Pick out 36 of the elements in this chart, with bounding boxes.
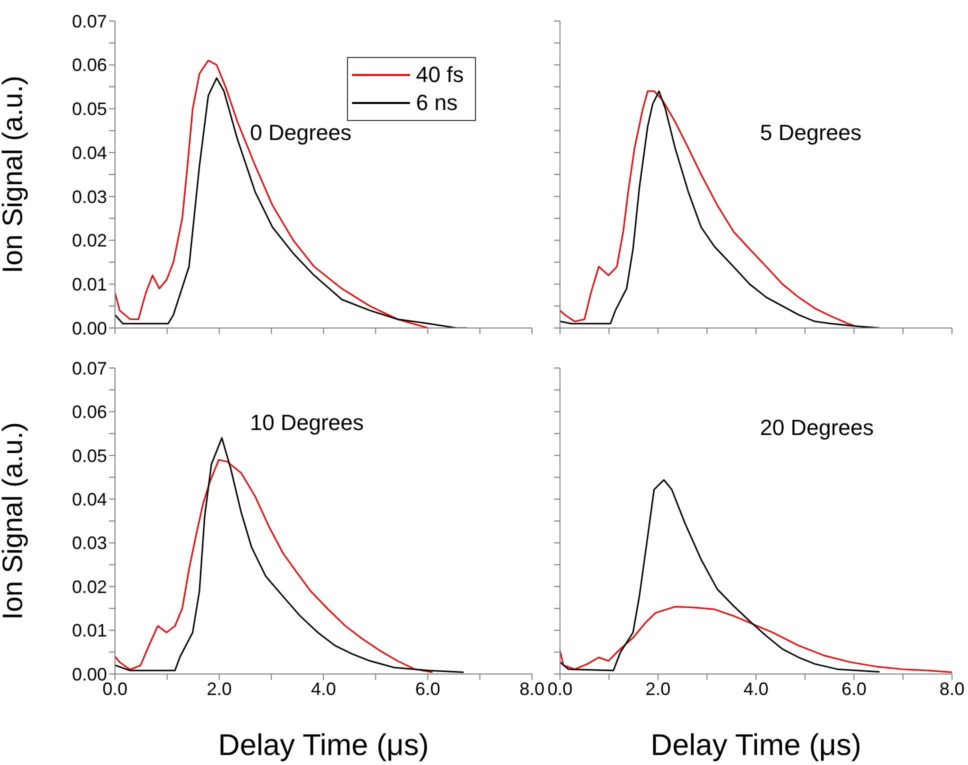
y-tick-label: 0.01 xyxy=(72,274,107,295)
y-axis-title: Ion Signal (a.u.) xyxy=(0,422,28,620)
legend-label: 40 fs xyxy=(416,62,464,88)
x-axis-title: Delay Time (μs) xyxy=(218,729,429,762)
annotation: 10 Degrees xyxy=(250,410,364,436)
line-series xyxy=(115,437,464,673)
annotation: 5 Degrees xyxy=(760,120,862,146)
x-tick-label: 2.0 xyxy=(645,678,671,699)
y-tick-label: 0.06 xyxy=(72,402,107,422)
y-tick-label: 0.03 xyxy=(72,533,107,554)
y-tick-label: 0.04 xyxy=(72,490,107,510)
x-tick-label: 0.0 xyxy=(547,678,573,699)
legend-label: 6 ns xyxy=(416,90,458,116)
x-tick-label: 4.0 xyxy=(743,678,769,699)
y-tick-label: 0.05 xyxy=(72,99,107,120)
y-tick-label: 0.07 xyxy=(72,11,107,32)
x-tick-label: 6.0 xyxy=(415,678,440,699)
x-axis-title: Delay Time (μs) xyxy=(650,729,862,762)
line-series xyxy=(115,459,434,673)
y-tick-label: 0.05 xyxy=(72,446,107,466)
x-tick-label: 4.0 xyxy=(310,678,336,699)
annotation: 0 Degrees xyxy=(250,120,352,146)
y-tick-label: 0.04 xyxy=(72,142,107,163)
y-tick-label: 0.00 xyxy=(72,318,107,338)
y-tick-label: 0.02 xyxy=(72,576,107,597)
x-tick-label: 8.0 xyxy=(519,678,545,699)
y-tick-label: 0.03 xyxy=(72,186,107,207)
y-tick-label: 0.01 xyxy=(72,620,107,641)
annotation: 20 Degrees xyxy=(760,415,874,441)
x-tick-label: 2.0 xyxy=(206,678,232,699)
y-axis-title: Ion Signal (a.u.) xyxy=(0,76,28,274)
x-tick-label: 6.0 xyxy=(841,678,867,699)
x-tick-label: 8.0 xyxy=(939,678,965,699)
y-tick-label: 0.02 xyxy=(72,230,107,251)
y-tick-label: 0.07 xyxy=(72,358,107,378)
y-tick-label: 0.06 xyxy=(72,55,107,76)
